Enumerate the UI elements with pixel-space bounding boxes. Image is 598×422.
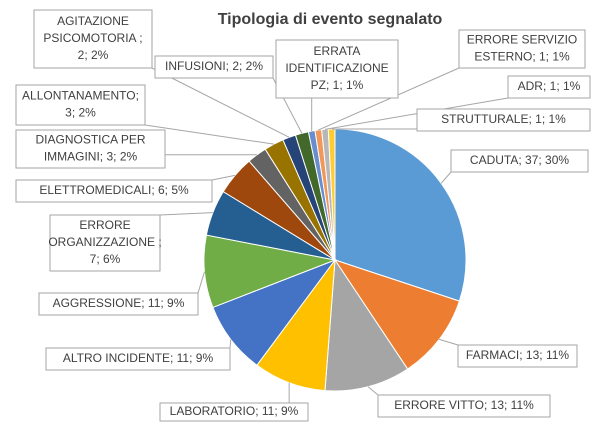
- data-label: ERRATA: [314, 44, 361, 58]
- leader-line: [229, 339, 232, 349]
- leader-line: [318, 67, 460, 131]
- data-label: 2; 2%: [78, 48, 109, 62]
- data-label: FARMACI; 13; 11%: [466, 348, 569, 362]
- data-label: ERRORE: [79, 218, 130, 232]
- data-label: ESTERNO; 1; 1%: [474, 50, 570, 64]
- data-label: IMMAGINI; 3; 2%: [44, 150, 138, 164]
- data-label: AGGRESSIONE; 11; 9%: [53, 296, 185, 310]
- label-box: [15, 179, 213, 203]
- leader-line: [159, 212, 213, 216]
- slices: [203, 128, 467, 392]
- leaders: [144, 67, 509, 403]
- label-box: [49, 214, 161, 272]
- label-box: [458, 29, 586, 69]
- data-label: INFUSIONI; 2; 2%: [165, 59, 263, 73]
- label-box: [33, 9, 153, 69]
- label-box: [154, 55, 274, 79]
- slice: [334, 128, 467, 302]
- label-box: [450, 149, 589, 173]
- chart-title: Tipologia di evento segnalato: [218, 11, 443, 28]
- leader-line: [211, 174, 236, 181]
- label-box: [45, 347, 231, 371]
- data-label: IDENTIFICAZIONE: [285, 61, 388, 75]
- label-box: [507, 75, 591, 99]
- label-box: [15, 84, 146, 126]
- data-label: ERRORE SERVIZIO: [467, 33, 577, 47]
- label-box: [416, 108, 591, 132]
- data-label: CADUTA; 37; 30%: [470, 153, 569, 167]
- label-box: [38, 292, 199, 316]
- data-label: 3; 2%: [65, 106, 96, 120]
- leader-line: [367, 386, 379, 396]
- leader-line: [324, 97, 509, 130]
- data-label: PSICOMOTORIA ;: [43, 31, 142, 45]
- data-label: 7; 6%: [90, 252, 121, 266]
- data-label: ERRORE VITTO; 13; 11%: [394, 398, 534, 412]
- leader-line: [440, 171, 452, 184]
- data-label: ORGANIZZAZIONE ;: [48, 235, 161, 249]
- data-label: PZ; 1; 1%: [311, 78, 364, 92]
- leader-line: [151, 67, 290, 138]
- data-label: ADR; 1; 1%: [518, 79, 581, 93]
- data-label: DIAGNOSTICA PER: [35, 133, 145, 147]
- label-box: [377, 394, 551, 418]
- label-box: [457, 344, 578, 368]
- label-box: [15, 129, 166, 169]
- label-box: [275, 39, 399, 99]
- data-label: LABORATORIO; 11; 9%: [170, 404, 299, 418]
- data-label: ELETTROMEDICALI; 6; 5%: [39, 183, 189, 197]
- data-label: ALLONTANAMENTO;: [22, 89, 139, 103]
- leader-line: [144, 124, 274, 145]
- leader-line: [439, 338, 459, 346]
- data-label: ALTRO INCIDENTE; 11; 9%: [63, 351, 214, 365]
- label-box: [159, 402, 309, 422]
- leader-line: [197, 271, 206, 294]
- data-label: AGITAZIONE: [57, 14, 129, 28]
- data-label: STRUTTURALE; 1; 1%: [441, 112, 566, 126]
